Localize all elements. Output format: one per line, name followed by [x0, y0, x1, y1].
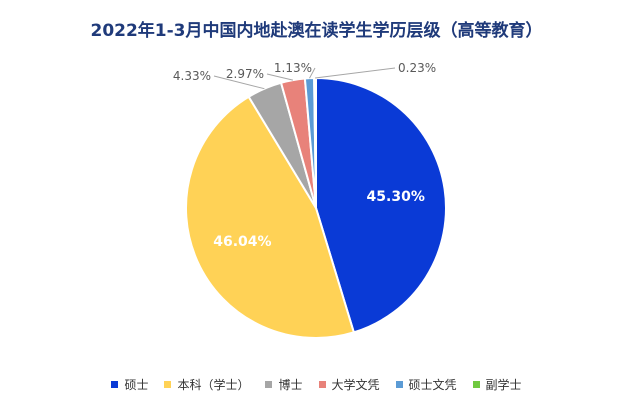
slice-label: 4.33% — [173, 69, 211, 83]
legend-swatch — [472, 381, 480, 388]
legend-item: 硕士 — [111, 376, 148, 393]
slice-label: 46.04% — [213, 234, 271, 250]
legend-label: 硕士 — [124, 378, 149, 392]
legend-label: 硕士文凭 — [408, 378, 457, 392]
leader-line — [309, 67, 316, 79]
legend-item: 硕士文凭 — [395, 376, 457, 393]
legend: 硕士 本科（学士） 博士 大学文凭 硕士文凭 副学士 — [0, 376, 633, 393]
leader-line — [315, 67, 396, 79]
legend-label: 博士 — [278, 378, 303, 392]
slice-label: 2.97% — [226, 67, 264, 81]
chart-title: 2022年1-3月中国内地赴澳在读学生学历层级（高等教育） — [90, 21, 543, 41]
leader-line — [213, 75, 265, 90]
slice-label: 45.30% — [367, 189, 425, 205]
pie-slice — [315, 76, 447, 334]
legend-swatch — [111, 381, 119, 388]
legend-swatch — [265, 381, 273, 388]
slice-label: 0.23% — [398, 61, 436, 75]
legend-swatch — [318, 381, 326, 388]
legend-item: 副学士 — [472, 376, 522, 393]
leader-line — [266, 73, 294, 81]
legend-item: 博士 — [265, 376, 303, 393]
legend-swatch — [395, 381, 403, 388]
legend-item: 本科（学士） — [164, 376, 249, 393]
legend-label: 本科（学士） — [177, 378, 250, 392]
legend-item: 大学文凭 — [318, 376, 380, 393]
pie-slice — [185, 95, 356, 339]
slice-label: 1.13% — [274, 61, 312, 75]
legend-label: 副学士 — [485, 378, 522, 392]
legend-label: 大学文凭 — [331, 378, 380, 392]
legend-swatch — [164, 381, 172, 388]
